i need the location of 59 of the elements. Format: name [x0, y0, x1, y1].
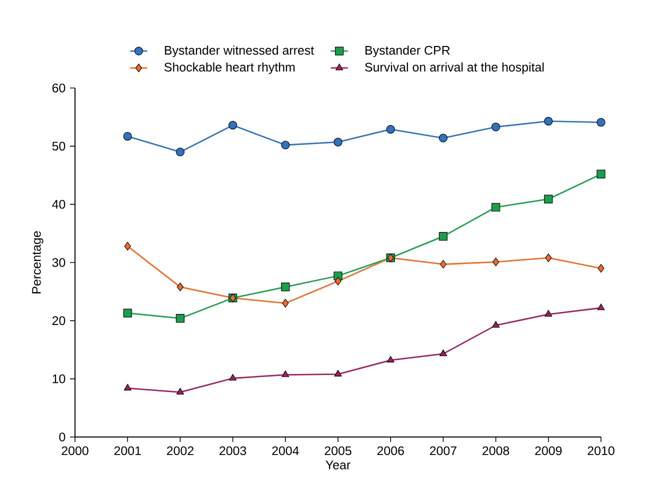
point [124, 242, 131, 251]
point [228, 120, 238, 130]
x-tick-label: 2000 [62, 446, 88, 456]
y-tick-label: 0 [59, 432, 66, 442]
point [334, 138, 342, 146]
point [545, 254, 552, 262]
point [440, 260, 447, 269]
point [281, 140, 290, 150]
x-tick-label: 2008 [482, 446, 510, 456]
y-tick-label: 30 [52, 258, 66, 267]
point [597, 304, 605, 310]
legend-label: Bystander CPR [366, 46, 450, 58]
point [176, 388, 184, 395]
point [544, 194, 553, 204]
x-tick-label: 2007 [430, 446, 456, 456]
legend-label: Survival on arrival at the hospital [365, 62, 544, 74]
point [229, 374, 237, 381]
x-tick-label: 2003 [220, 446, 246, 456]
point [492, 202, 500, 212]
point [544, 310, 552, 317]
point [124, 384, 132, 390]
x-tick-label: 2005 [324, 446, 352, 456]
point [598, 264, 604, 273]
y-tick-label: 60 [52, 84, 66, 92]
legend-label: Shockable heart rhythm [164, 62, 295, 74]
point [282, 298, 289, 308]
y-tick-label: 40 [52, 200, 66, 209]
point [386, 356, 394, 363]
point [438, 134, 448, 142]
point [282, 370, 290, 378]
y-axis-title: Percentage [32, 231, 44, 294]
point [176, 148, 185, 156]
point [492, 321, 500, 328]
point [438, 232, 448, 241]
point [439, 350, 447, 356]
point [123, 132, 132, 141]
y-tick-label: 20 [52, 316, 66, 326]
point [596, 118, 606, 127]
y-tick-label: 10 [52, 374, 66, 384]
y-tick-label: 50 [52, 142, 66, 151]
point [386, 124, 395, 134]
x-tick-label: 2002 [166, 446, 194, 456]
point [596, 170, 606, 178]
legend-label: Bystander witnessed arrest [164, 46, 314, 58]
point [492, 122, 500, 132]
x-tick-label: 2010 [588, 446, 614, 456]
x-tick-label: 2004 [272, 446, 299, 456]
x-tick-label: 2006 [377, 446, 404, 456]
x-axis-title: Year [326, 460, 350, 470]
point [544, 116, 553, 126]
point [176, 314, 185, 323]
point [123, 308, 132, 318]
point [492, 258, 500, 266]
x-tick-label: 2009 [535, 446, 562, 456]
point [281, 282, 290, 292]
point [334, 370, 342, 376]
x-tick-label: 2001 [114, 446, 141, 456]
point [176, 282, 184, 292]
point [334, 276, 342, 286]
